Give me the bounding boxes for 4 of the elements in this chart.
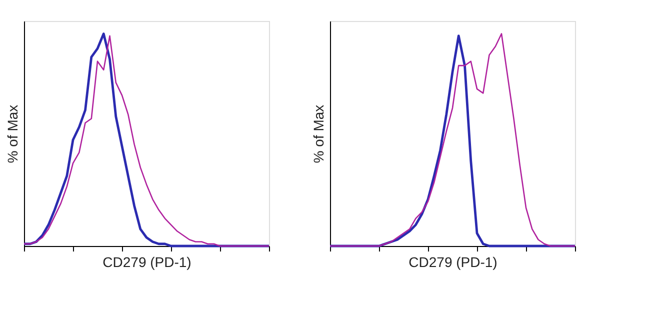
y-axis-title: % of Max (310, 104, 326, 164)
x-axis-title: CD279 (PD-1) (102, 254, 192, 270)
y-axis-title: % of Max (4, 104, 20, 164)
x-axis-title: CD279 (PD-1) (408, 254, 498, 270)
